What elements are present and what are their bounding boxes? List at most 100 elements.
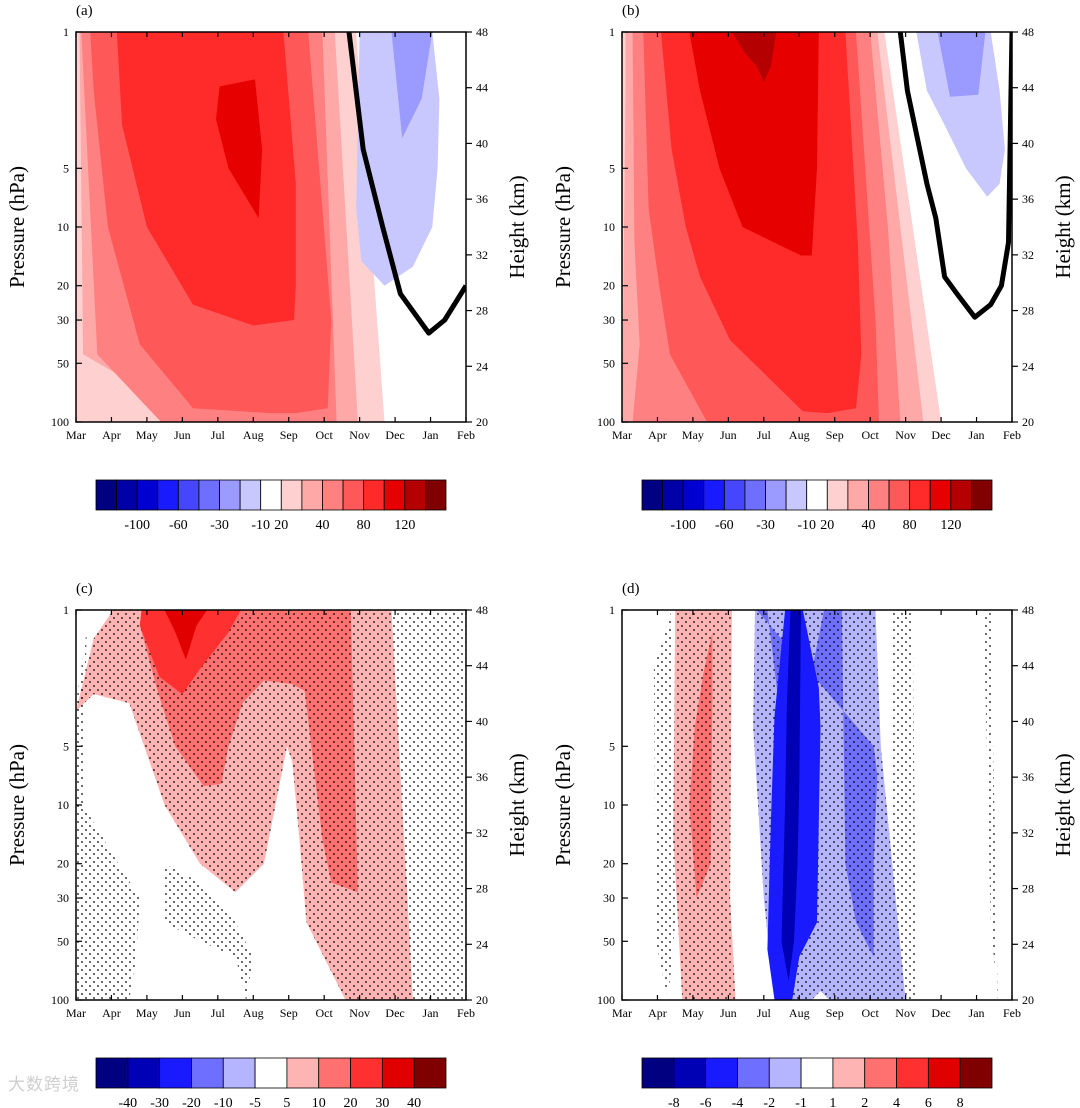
- x-tick-label: Apr: [648, 428, 667, 442]
- stipple-region: [983, 610, 998, 1000]
- height-tick-label: 36: [476, 192, 488, 206]
- height-tick-label: 28: [476, 304, 488, 318]
- colorbar-swatch: [301, 479, 323, 511]
- height-tick-label: 44: [1022, 659, 1034, 673]
- y-axis-label-pressure: Pressure (hPa): [551, 744, 575, 866]
- colorbar-swatch: [765, 479, 787, 511]
- colorbar-tick-label: -8: [668, 1096, 680, 1108]
- y-axis-label-height: Height (km): [1051, 175, 1075, 278]
- colorbar-swatch: [127, 1057, 161, 1089]
- colorbar-tick-label: 1: [829, 1096, 836, 1108]
- colorbar: -8 -6 -4 -2 -1 1 2 4 6 8: [641, 1057, 993, 1108]
- zero-contour-line: [346, 32, 466, 336]
- height-tick-label: 28: [1022, 304, 1034, 318]
- contour-region-level--4: [781, 610, 801, 982]
- colorbar-swatch: [318, 1057, 351, 1089]
- height-tick-label: 20: [1022, 993, 1034, 1007]
- colorbar-swatch: [116, 479, 138, 511]
- colorbar-swatch: [705, 1057, 738, 1089]
- x-tick-label: Nov: [895, 1006, 916, 1020]
- x-tick-label: Jun: [720, 428, 737, 442]
- pressure-tick-label: 20: [57, 857, 69, 871]
- height-tick-label: 48: [1022, 25, 1034, 39]
- colorbar-tick-label: -10: [214, 1096, 233, 1108]
- x-tick-label: Mar: [66, 428, 86, 442]
- colorbar-swatch: [383, 479, 406, 511]
- colorbar: -40 -30 -20 -10 -5 5 10 20 30 40: [95, 1057, 447, 1108]
- height-tick-label: 40: [476, 714, 488, 728]
- x-tick-label: Nov: [349, 428, 370, 442]
- colorbar-swatch: [322, 479, 344, 511]
- x-tick-label: Aug: [789, 1006, 810, 1020]
- colorbar-tick-label: -40: [118, 1096, 137, 1108]
- colorbar-tick-label: 30: [375, 1096, 389, 1108]
- pressure-tick-label: 5: [609, 739, 615, 753]
- pressure-tick-label: 100: [597, 415, 615, 429]
- colorbar-tick-label: -20: [182, 1096, 201, 1108]
- height-tick-label: 32: [476, 248, 488, 262]
- colorbar-swatch: [800, 1057, 834, 1089]
- contour-fill-group: [76, 32, 440, 422]
- colorbar-tick-label: 40: [407, 1096, 421, 1108]
- colorbar-tick-label: 120: [394, 518, 415, 533]
- pressure-tick-label: 10: [603, 798, 615, 812]
- panel-label: (a): [76, 3, 93, 19]
- colorbar-swatch: [350, 1057, 383, 1089]
- height-tick-label: 44: [476, 81, 488, 95]
- y-axis-label-pressure: Pressure (hPa): [551, 166, 575, 288]
- x-tick-label: Dec: [385, 428, 404, 442]
- pressure-tick-label: 30: [57, 891, 69, 905]
- colorbar-tick-label: 10: [312, 1096, 326, 1108]
- pressure-tick-label: 10: [57, 220, 69, 234]
- x-tick-label: Jun: [174, 428, 191, 442]
- height-tick-label: 24: [476, 937, 488, 951]
- colorbar-tick-label: -100: [124, 518, 150, 533]
- x-tick-label: Jul: [757, 428, 772, 442]
- colorbar-tick-label: -10: [797, 518, 816, 533]
- colorbar-swatch: [254, 1057, 288, 1089]
- colorbar-swatch: [888, 479, 911, 511]
- panel-label: (c): [76, 581, 93, 597]
- pressure-tick-label: 100: [51, 993, 69, 1007]
- contour-region-level-4: [164, 610, 208, 660]
- pressure-tick-label: 20: [603, 857, 615, 871]
- y-axis-label-height: Height (km): [505, 753, 529, 856]
- height-tick-label: 48: [476, 25, 488, 39]
- panel-b: Mar Apr May Jun Jul Aug Sep Oct Nov Dec Jan Feb 1 5 10…: [551, 3, 1075, 533]
- colorbar-swatch: [425, 479, 447, 511]
- x-tick-label: Jul: [211, 1006, 226, 1020]
- contour-fill-group: [653, 610, 998, 1000]
- height-tick-label: 40: [1022, 136, 1034, 150]
- x-tick-label: Feb: [1003, 428, 1021, 442]
- colorbar-swatch: [826, 479, 849, 511]
- height-tick-label: 28: [476, 882, 488, 896]
- colorbar-tick-label: -2: [763, 1096, 775, 1108]
- contour-region-level--2: [937, 32, 986, 97]
- height-tick-label: 44: [476, 659, 488, 673]
- height-tick-label: 48: [476, 603, 488, 617]
- colorbar-swatch: [768, 1057, 802, 1089]
- stipple-region: [76, 632, 140, 1000]
- x-tick-label: Jan: [969, 1006, 985, 1020]
- pressure-tick-label: 10: [603, 220, 615, 234]
- x-tick-label: Dec: [385, 1006, 404, 1020]
- y-axis-label-height: Height (km): [505, 175, 529, 278]
- pressure-tick-label: 50: [57, 934, 69, 948]
- colorbar-tick-label: 20: [274, 518, 288, 533]
- colorbar-tick-label: 20: [820, 518, 834, 533]
- x-tick-label: Mar: [612, 428, 632, 442]
- colorbar-swatch: [641, 1057, 675, 1089]
- height-tick-label: 36: [1022, 770, 1034, 784]
- contour-fill-group: [76, 610, 466, 1000]
- colorbar-tick-label: -1: [795, 1096, 807, 1108]
- colorbar-tick-label: -5: [249, 1096, 261, 1108]
- pressure-tick-label: 50: [603, 934, 615, 948]
- colorbar-tick-label: 4: [893, 1096, 900, 1108]
- x-tick-label: Jun: [174, 1006, 191, 1020]
- height-tick-label: 20: [1022, 415, 1034, 429]
- colorbar-swatch: [703, 479, 725, 511]
- pressure-tick-label: 30: [603, 313, 615, 327]
- x-tick-label: Mar: [612, 1006, 632, 1020]
- x-tick-label: Jan: [423, 428, 439, 442]
- pressure-tick-label: 20: [57, 279, 69, 293]
